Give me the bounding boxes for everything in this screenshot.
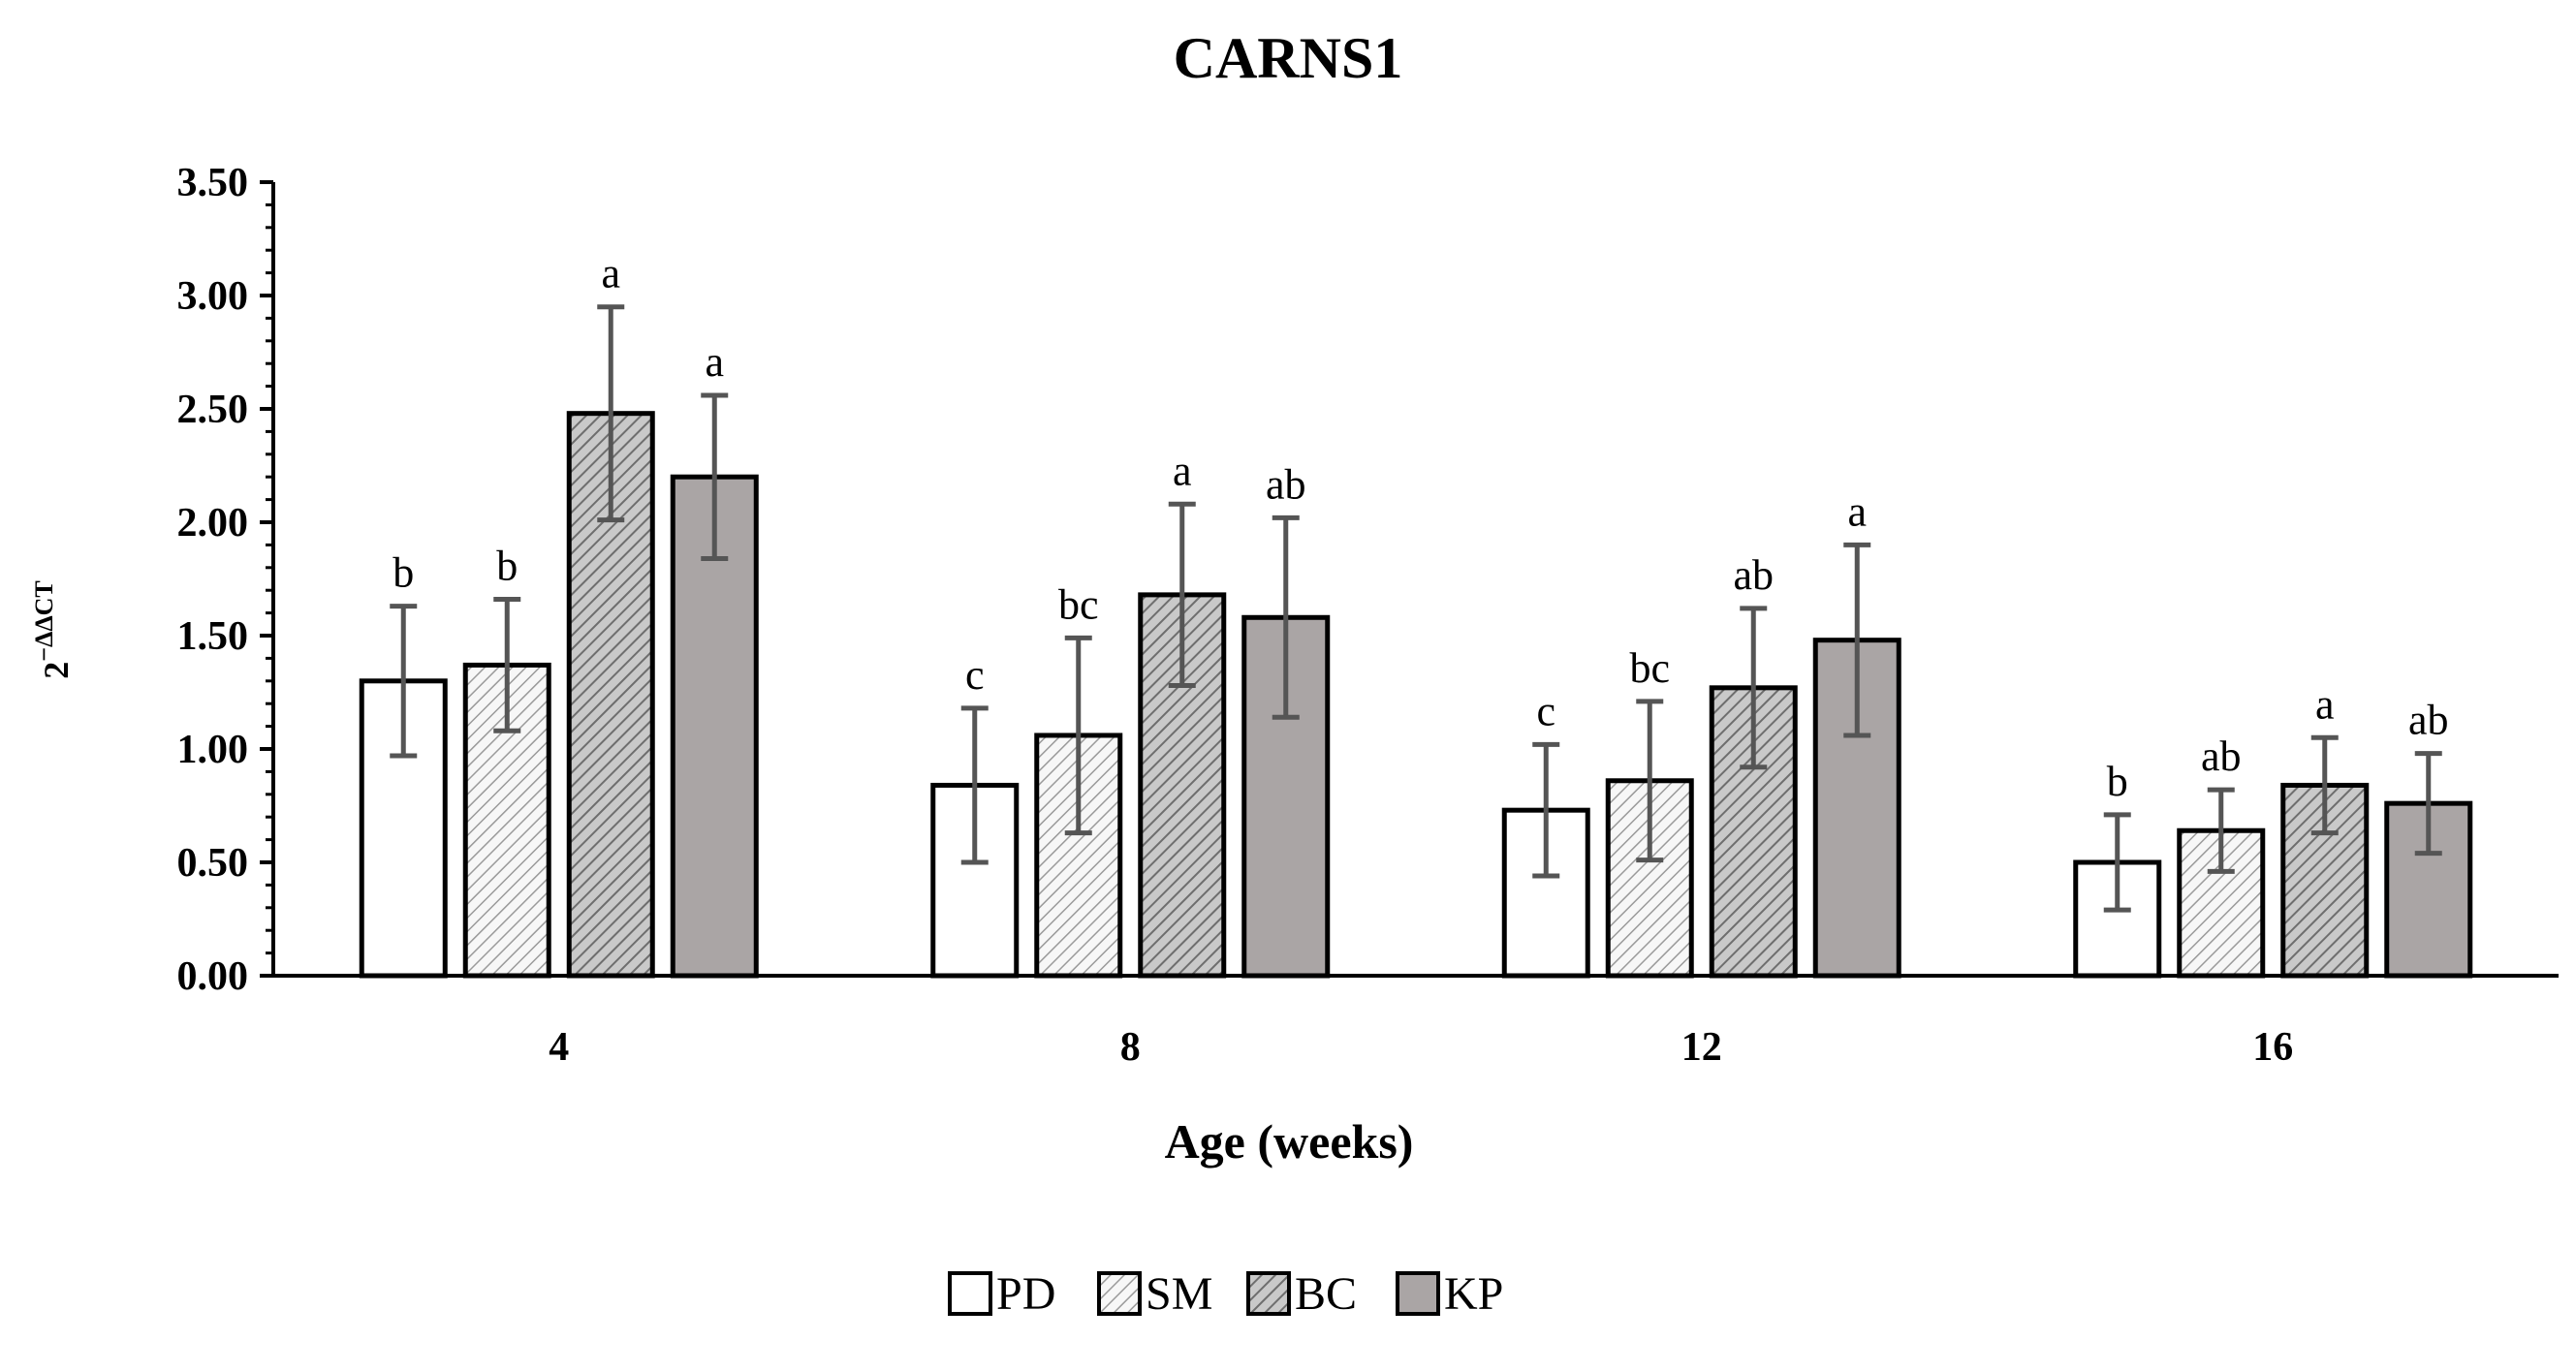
legend-label-bc: BC [1295,1268,1357,1320]
significance-letter: ab [2408,697,2449,744]
y-tick-label: 3.50 [177,161,249,205]
x-tick-label: 12 [1681,1025,1722,1070]
significance-letter: ab [1266,460,1306,508]
y-axis-title: 2−ΔΔCT [30,580,76,679]
legend-swatch-kp [1396,1271,1440,1316]
significance-letter: ab [2201,733,2242,780]
y-axis-title-superscript: −ΔΔCT [30,580,58,662]
legend-label-sm: SM [1146,1268,1212,1320]
y-tick-label: 0.00 [177,954,249,999]
significance-letter: b [496,543,518,590]
y-tick-label: 2.50 [177,388,249,432]
legend-swatch-sm [1097,1271,1142,1316]
y-tick-label: 2.00 [177,501,249,546]
significance-letter: a [1173,447,1192,494]
significance-letter: c [1536,687,1555,734]
x-tick-label: 4 [549,1025,569,1070]
y-tick-label: 1.50 [177,614,249,659]
significance-letter: b [2107,758,2128,805]
chart-title: CARNS1 [1174,26,1403,90]
x-tick-label: 8 [1120,1025,1141,1070]
significance-letter: ab [1733,551,1774,599]
legend: PD SM BC KP [948,1268,1503,1320]
significance-letter: a [2315,680,2335,728]
y-tick-label: 0.50 [177,841,249,886]
legend-swatch-pd [948,1271,992,1316]
bar-sm-12 [1605,778,1694,979]
y-tick-label: 1.00 [177,728,249,772]
significance-letter: a [705,338,724,386]
bar-kp-12 [1812,638,1901,979]
significance-letter: a [601,250,620,297]
legend-label-kp: KP [1444,1268,1503,1320]
legend-label-pd: PD [996,1268,1055,1320]
significance-letter: b [393,549,414,597]
significance-letter: c [965,651,985,699]
legend-swatch-bc [1246,1271,1291,1316]
significance-letter: bc [1058,580,1099,628]
significance-letter: bc [1629,644,1670,692]
significance-letter: a [1847,487,1867,535]
y-tick-label: 3.00 [177,274,249,319]
x-axis-title: Age (weeks) [1165,1114,1414,1169]
x-tick-label: 16 [2252,1025,2293,1070]
y-axis-title-base: 2 [37,662,76,679]
